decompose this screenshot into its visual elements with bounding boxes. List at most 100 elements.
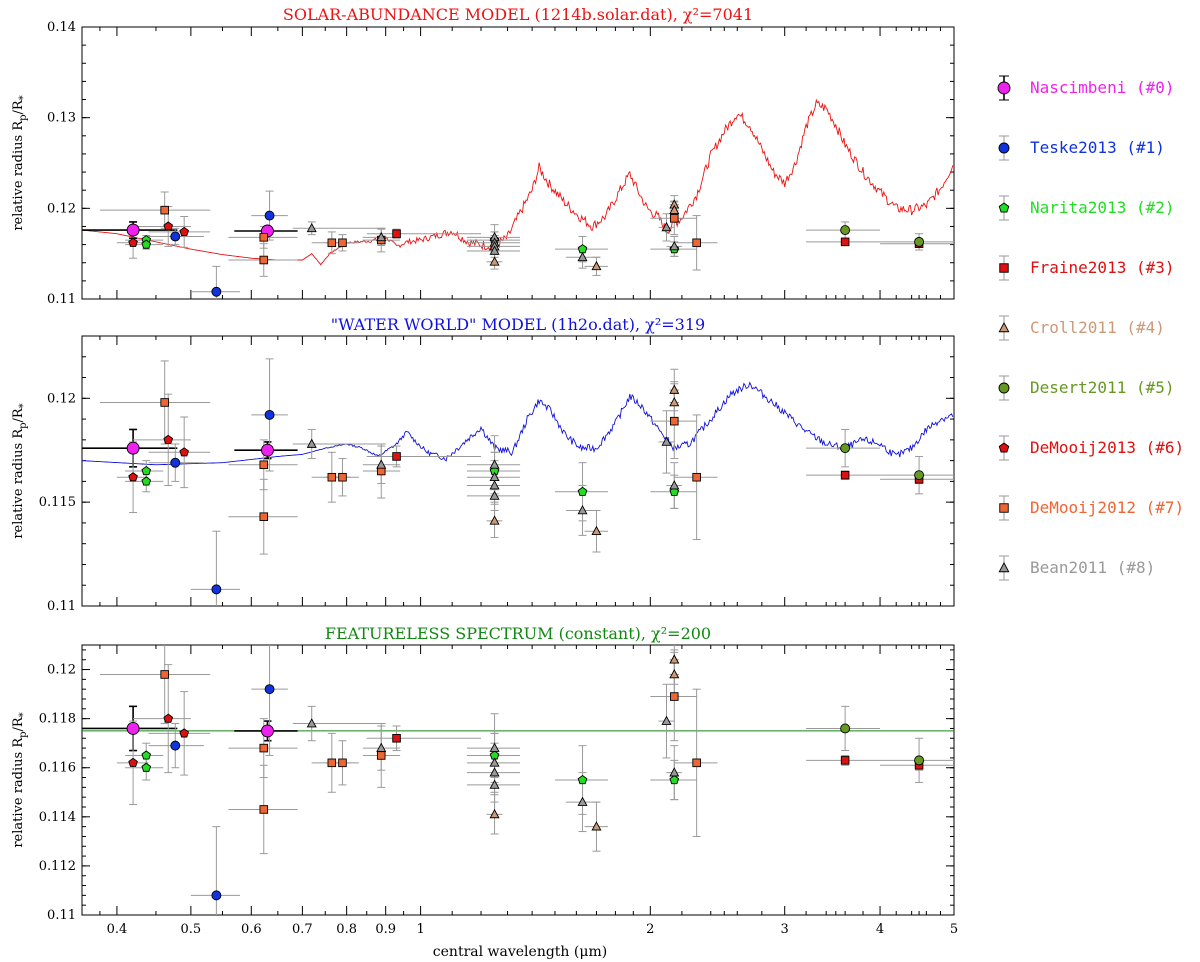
data-points — [82, 645, 954, 915]
y-axis-label: relative radius Rp/R* — [11, 712, 29, 847]
data-point — [141, 465, 152, 476]
data-point — [692, 472, 701, 482]
legend-label: Fraine2013 (#3) — [1030, 258, 1175, 277]
data-point — [914, 236, 925, 247]
legend-item: DeMooij2013 (#6) — [998, 435, 1184, 461]
data-point — [577, 251, 588, 262]
plot-frame — [81, 644, 955, 916]
x-tick-label: 1 — [416, 922, 424, 937]
x-tick-label: 5 — [950, 922, 958, 937]
data-point — [489, 480, 500, 490]
legend: Nascimbeni (#0) Teske2013 (#1) Narita2013 … — [997, 75, 1184, 581]
data-point — [489, 515, 500, 525]
x-tick-label: 0.5 — [181, 922, 202, 937]
data-point — [840, 756, 850, 765]
data-point — [669, 384, 680, 394]
y-axis-label: relative radius Rp/R* — [11, 95, 29, 230]
data-point — [376, 231, 387, 242]
data-point — [141, 762, 152, 772]
data-point — [669, 480, 680, 490]
x-tick-label: 0.6 — [241, 922, 262, 937]
legend-marker — [998, 562, 1010, 573]
y-axis-label: relative radius Rp/R* — [11, 403, 29, 538]
data-point — [670, 416, 679, 426]
data-point — [376, 742, 387, 752]
y-tick-label: 0.116 — [39, 761, 76, 776]
legend-item: Desert2011 (#5) — [998, 375, 1175, 401]
data-point — [264, 409, 275, 420]
data-point — [179, 447, 189, 457]
model-curve-group — [82, 381, 954, 466]
data-point — [489, 808, 500, 819]
data-point — [141, 476, 152, 486]
data-points — [82, 358, 954, 606]
legend-item: Bean2011 (#8) — [998, 555, 1155, 581]
data-point — [489, 459, 500, 469]
x-tick-label: 4 — [876, 922, 884, 937]
data-point — [669, 767, 680, 777]
data-point — [338, 472, 347, 482]
data-point — [840, 443, 851, 454]
data-point — [259, 233, 269, 242]
legend-marker — [998, 382, 1010, 394]
model-curve-group — [82, 98, 954, 266]
data-point — [489, 742, 500, 752]
data-point — [591, 821, 602, 831]
data-point — [489, 490, 500, 500]
legend-item: Nascimbeni (#0) — [997, 75, 1175, 101]
data-point — [669, 240, 680, 251]
data-point — [327, 238, 337, 248]
data-point — [259, 805, 269, 814]
data-point — [170, 457, 181, 468]
legend-label: Croll2011 (#4) — [1030, 318, 1165, 337]
y-tick-label: 0.11 — [47, 292, 76, 307]
data-point — [170, 231, 181, 242]
legend-item: Fraine2013 (#3) — [999, 255, 1175, 281]
y-tick-label: 0.114 — [39, 810, 76, 825]
data-point — [840, 470, 850, 480]
data-point — [669, 397, 680, 407]
data-point — [259, 512, 269, 521]
legend-item: Croll2011 (#4) — [998, 315, 1165, 341]
data-point — [840, 225, 851, 236]
data-point — [692, 238, 701, 248]
data-point — [160, 398, 169, 407]
data-point — [128, 757, 138, 767]
data-point — [179, 728, 189, 738]
legend-label: Desert2011 (#5) — [1030, 378, 1175, 397]
data-point — [489, 767, 500, 777]
data-point — [264, 210, 275, 221]
data-point — [211, 584, 222, 595]
legend-label: Bean2011 (#8) — [1030, 558, 1155, 577]
legend-label: DeMooij2013 (#6) — [1030, 438, 1184, 457]
data-point — [261, 443, 274, 457]
plot-frame — [81, 335, 955, 607]
panel-title: "WATER WORLD" MODEL (1h2o.dat), χ²=319 — [331, 315, 705, 334]
x-tick-label: 0.7 — [292, 922, 313, 937]
data-point — [261, 724, 274, 738]
y-tick-label: 0.13 — [47, 111, 76, 126]
data-point — [669, 204, 680, 214]
y-tick-label: 0.112 — [39, 859, 76, 874]
data-point — [141, 239, 152, 249]
data-point — [163, 434, 174, 444]
data-point — [489, 757, 500, 767]
legend-marker — [998, 322, 1010, 333]
panel-water: "WATER WORLD" MODEL (1h2o.dat), χ²=319 0.… — [11, 315, 955, 614]
legend-label: Teske2013 (#1) — [1030, 138, 1165, 157]
y-tick-label: 0.11 — [47, 908, 76, 923]
data-point — [392, 229, 401, 238]
data-point — [489, 779, 500, 789]
data-point — [661, 436, 672, 446]
y-tick-label: 0.12 — [47, 201, 76, 216]
data-point — [392, 733, 401, 743]
data-point — [661, 221, 672, 232]
y-tick-label: 0.14 — [47, 20, 76, 35]
data-point — [211, 286, 222, 297]
data-point — [669, 669, 680, 679]
data-points — [82, 190, 954, 299]
y-tick-label: 0.11 — [47, 599, 76, 614]
legend-item: DeMooij2012 (#7) — [999, 495, 1184, 521]
data-point — [126, 223, 140, 237]
